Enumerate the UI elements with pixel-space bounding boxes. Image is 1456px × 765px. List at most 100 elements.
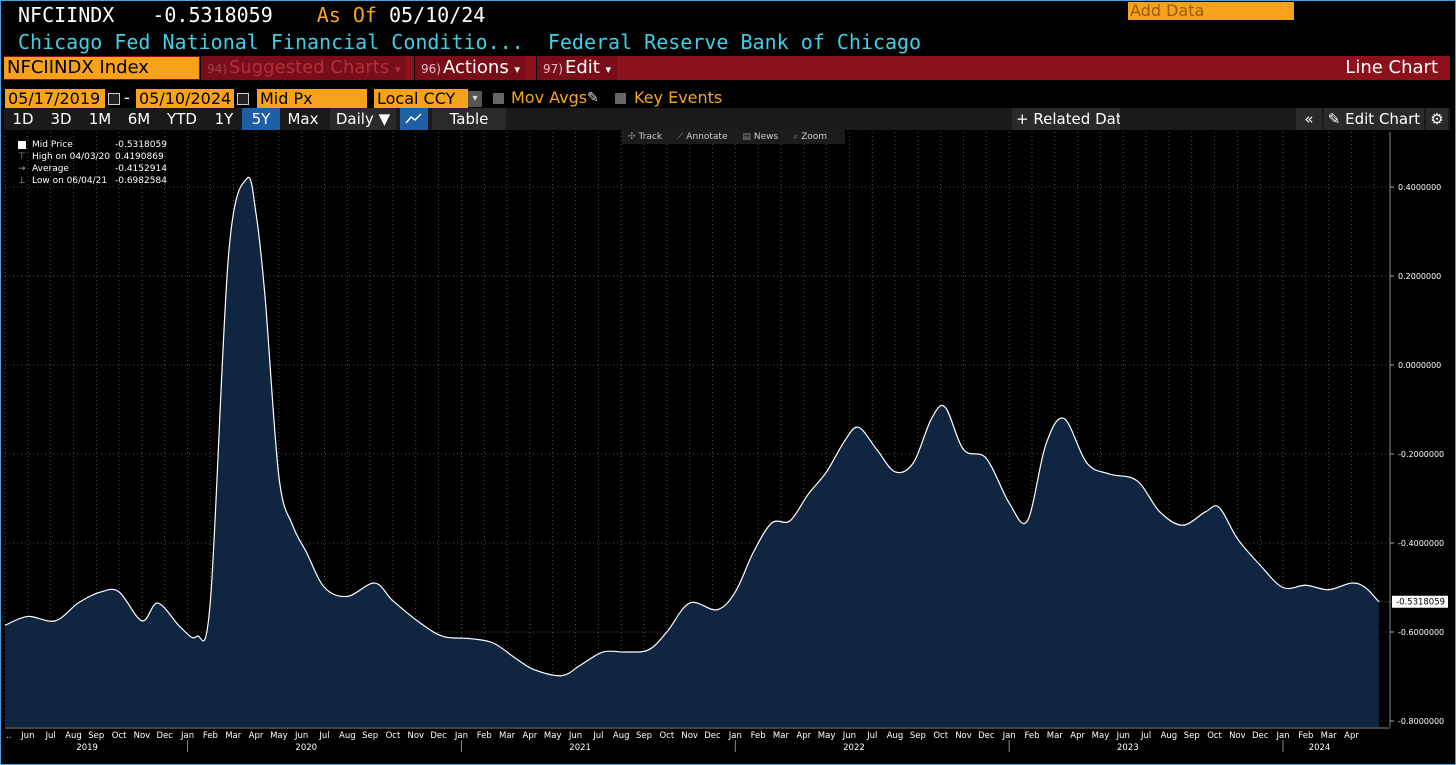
annotate-icon: ⟋ <box>676 132 684 142</box>
end-date-input[interactable]: 05/10/2024 <box>136 89 234 109</box>
x-month-label: Jan <box>454 731 468 741</box>
period-1m[interactable]: 1M <box>80 108 120 130</box>
edit-dropdown-icon: ▾ <box>605 63 612 76</box>
y-axis: 0.4000000 0.2000000 0.0000000 -0.2000000 -0.… <box>1389 132 1444 727</box>
x-month-label: Jun <box>842 731 856 741</box>
series-area <box>5 177 1379 727</box>
mov-avgs-label[interactable]: Mov Avgs <box>511 88 588 107</box>
annotate-tool[interactable]: ⟋ Annotate <box>676 132 728 142</box>
pencil-icon: ✎ <box>1327 110 1346 128</box>
add-data-input[interactable]: Add Data <box>1128 2 1294 20</box>
source: Federal Reserve Bank of Chicago <box>547 30 922 54</box>
x-month-label: Nov <box>955 731 972 741</box>
header-line: NFCIINDX -0.5318059 As Of 05/10/24 <box>18 3 485 27</box>
edit-num: 97) <box>543 62 563 76</box>
x-year-label: 2023 <box>1117 743 1139 753</box>
security-field[interactable]: NFCIINDX Index <box>4 57 199 79</box>
crosshair-icon: ✣ <box>628 132 636 142</box>
x-year-label: 2022 <box>843 743 865 753</box>
x-month-label: Aug <box>339 731 356 741</box>
x-month-label: Apr <box>1344 731 1359 741</box>
edit-label: Edit <box>564 57 600 78</box>
period-1d[interactable]: 1D <box>4 108 42 130</box>
gear-icon[interactable]: ⚙ <box>1426 108 1448 130</box>
x-month-label: Oct <box>1207 731 1222 741</box>
range-separator: - <box>124 88 130 107</box>
legend-label: Average <box>32 164 69 174</box>
x-month-label: Jul <box>1140 731 1151 741</box>
y-tick-label: -0.2000000 <box>1398 450 1444 459</box>
table-button[interactable]: Table <box>432 108 506 130</box>
y-tick-label: 0.0000000 <box>1398 361 1441 370</box>
x-month-label: Apr <box>796 731 811 741</box>
x-month-label: Mar <box>499 731 516 741</box>
mid-price-swatch <box>18 141 26 149</box>
x-axis-overflow: .. <box>6 731 11 741</box>
as-of-date: 05/10/24 <box>389 3 486 27</box>
legend-label: Mid Price <box>32 140 73 150</box>
description: Chicago Fed National Financial Conditio.… <box>18 30 524 54</box>
period-5y[interactable]: 5Y <box>242 108 280 130</box>
related-data-button[interactable]: + Related Data <box>1012 108 1120 130</box>
x-month-label: Mar <box>1321 731 1338 741</box>
last-value-badge <box>1392 595 1448 608</box>
x-month-label: Dec <box>157 731 174 741</box>
x-month-label: May <box>270 731 288 741</box>
period-1y[interactable]: 1Y <box>206 108 242 130</box>
collapse-icon[interactable]: « <box>1296 108 1322 130</box>
menu-bar: NFCIINDX Index 94) Suggested Charts ▾ 96)… <box>4 56 1450 80</box>
price-field-select[interactable]: Mid Px <box>257 89 367 109</box>
calendar-icon[interactable] <box>237 93 249 105</box>
x-month-label: Oct <box>659 731 674 741</box>
edit-menu[interactable]: 97) Edit ▾ <box>536 56 618 80</box>
x-month-label: Sep <box>88 731 104 741</box>
x-month-label: Aug <box>1161 731 1178 741</box>
pencil-icon[interactable]: ✎ <box>587 90 599 106</box>
x-year-label: 2024 <box>1309 743 1331 753</box>
description-line: Chicago Fed National Financial Conditio.… <box>18 30 921 54</box>
start-date-input[interactable]: 05/17/2019 <box>5 89 105 109</box>
x-month-label: Mar <box>1047 731 1064 741</box>
zoom-tool[interactable]: ⌕ Zoom <box>793 132 828 142</box>
news-icon: ▤ <box>742 132 751 142</box>
edit-chart-button[interactable]: ✎ Edit Chart <box>1324 108 1424 130</box>
news-tool[interactable]: ▤ News <box>742 132 779 142</box>
frequency-select[interactable]: Daily ▼ <box>330 108 396 130</box>
x-year-label: 2021 <box>569 743 591 753</box>
high-icon: ⊤ <box>18 152 26 162</box>
x-month-label: Jan <box>1002 731 1016 741</box>
actions-label: Actions <box>442 57 509 78</box>
period-max[interactable]: Max <box>280 108 326 130</box>
legend-value: -0.6982584 <box>115 176 167 186</box>
suggested-charts-menu[interactable]: 94) Suggested Charts ▾ <box>200 56 407 80</box>
x-month-label: Mar <box>225 731 242 741</box>
period-6m[interactable]: 6M <box>120 108 158 130</box>
x-month-label: Oct <box>933 731 948 741</box>
last-value-label: -0.5318059 <box>1378 595 1448 608</box>
x-month-label: May <box>818 731 836 741</box>
period-ytd[interactable]: YTD <box>158 108 206 130</box>
x-month-label: Jan <box>728 731 742 741</box>
x-month-label: Nov <box>407 731 424 741</box>
currency-dropdown-icon[interactable]: ▾ <box>468 91 482 107</box>
x-year-label: 2019 <box>76 743 98 753</box>
calendar-icon[interactable] <box>108 93 120 105</box>
period-3d[interactable]: 3D <box>42 108 80 130</box>
chart-tools: ✣ Track ⟋ Annotate ▤ News ⌕ Zoom <box>622 130 846 144</box>
low-icon: ⊥ <box>18 176 26 186</box>
line-chart-icon[interactable] <box>400 108 428 130</box>
currency-select[interactable]: Local CCY <box>374 89 468 109</box>
x-month-label: Dec <box>978 731 995 741</box>
x-month-label: Feb <box>751 731 766 741</box>
legend-value: -0.5318059 <box>115 140 167 150</box>
track-tool[interactable]: ✣ Track <box>628 132 663 142</box>
key-events-checkbox[interactable] <box>615 93 626 104</box>
actions-menu[interactable]: 96) Actions ▾ <box>414 56 526 80</box>
mov-avgs-checkbox[interactable] <box>493 93 504 104</box>
key-events-label[interactable]: Key Events <box>634 88 723 107</box>
x-month-label: Jul <box>592 731 603 741</box>
legend-value: 0.4190869 <box>115 152 164 162</box>
x-month-label: Oct <box>112 731 127 741</box>
chart-type-label[interactable]: Line Chart <box>1345 57 1438 78</box>
